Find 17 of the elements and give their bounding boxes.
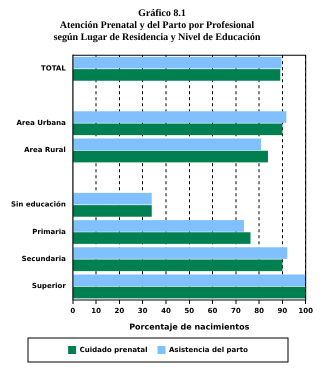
bar <box>73 232 251 244</box>
bar <box>73 192 152 204</box>
bar <box>73 150 268 162</box>
bar <box>73 286 305 298</box>
bar <box>73 274 305 286</box>
bar <box>73 56 282 68</box>
bar <box>73 111 286 123</box>
bar <box>73 69 280 81</box>
bar <box>73 205 152 217</box>
bar <box>73 124 282 136</box>
bar <box>73 220 244 232</box>
bar <box>73 260 282 272</box>
bar <box>73 247 288 259</box>
chart-title: Gráfico 8.1 <box>137 8 187 20</box>
x-axis-title: Porcentaje de nacimientos <box>129 322 250 332</box>
bar <box>73 138 261 150</box>
chart-subtitle: Atención Prenatal y del Parto por Profesional según Lugar de Residencia y Nivel de Educación <box>52 20 262 44</box>
